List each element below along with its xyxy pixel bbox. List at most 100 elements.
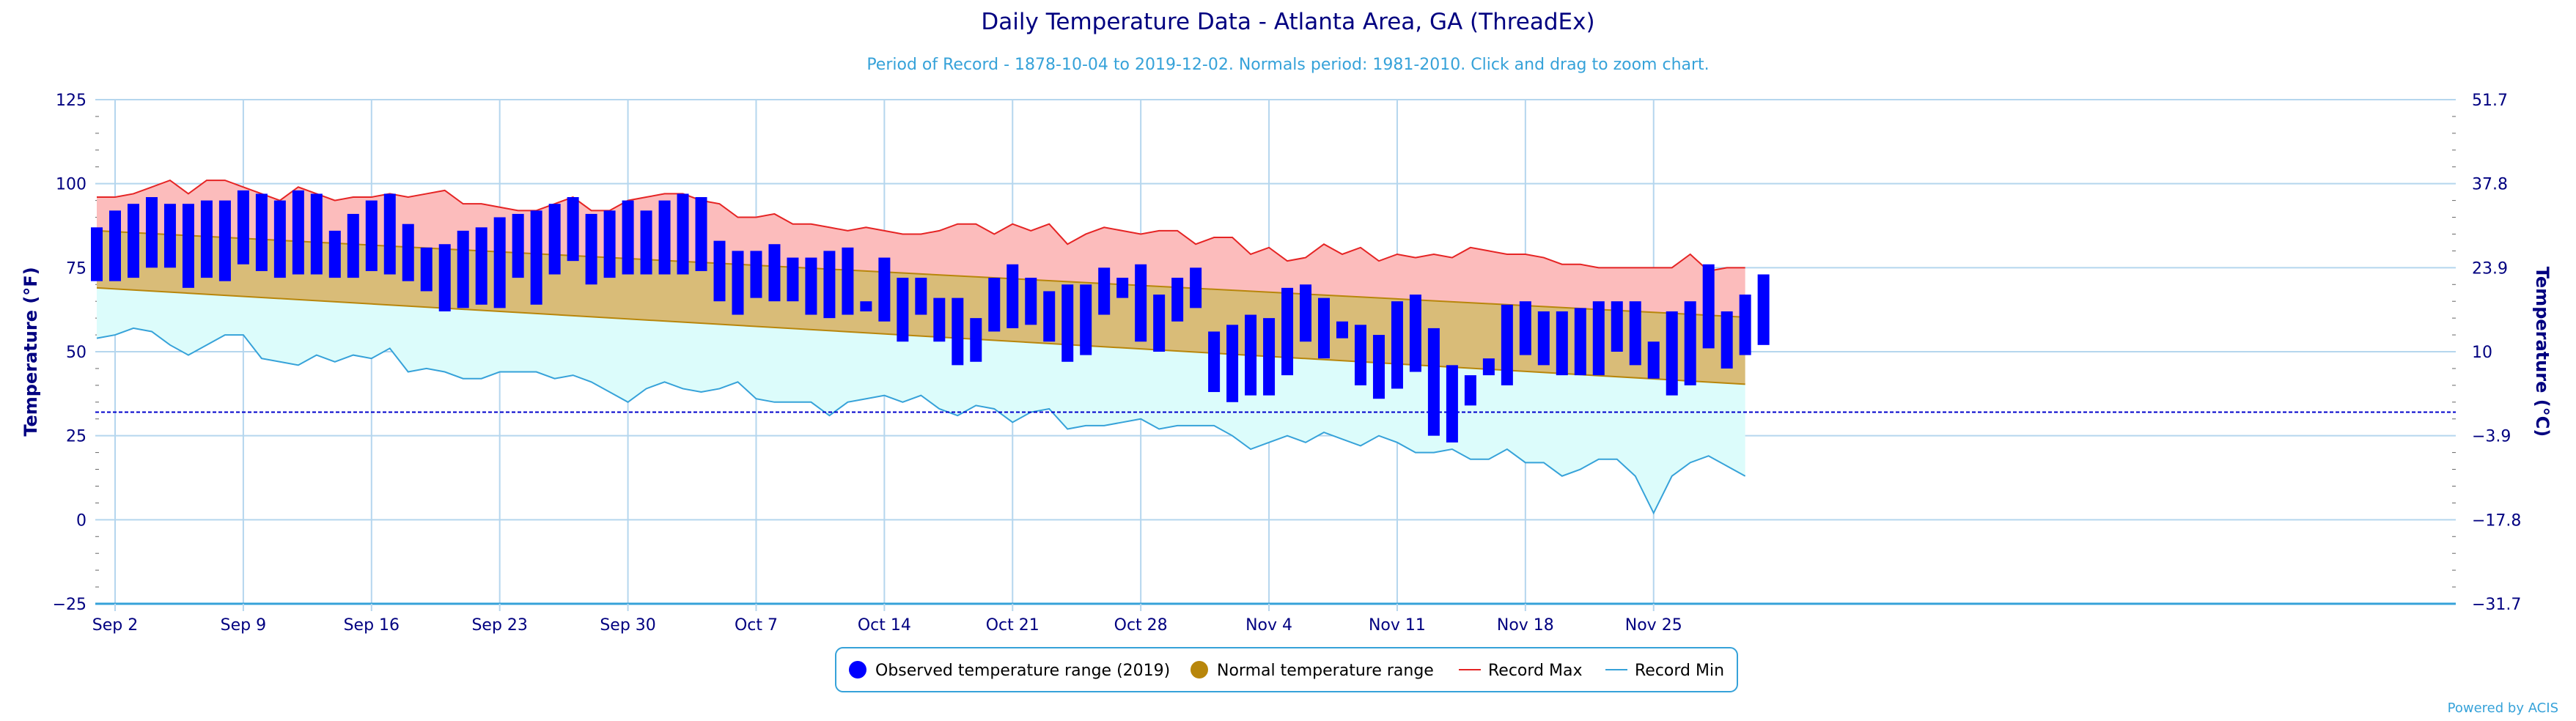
- observed-bar[interactable]: [933, 297, 946, 342]
- observed-bar[interactable]: [1190, 267, 1202, 308]
- observed-bar[interactable]: [567, 197, 579, 262]
- observed-bar[interactable]: [640, 210, 652, 275]
- observed-bar[interactable]: [1116, 278, 1129, 298]
- observed-bar[interactable]: [91, 227, 103, 281]
- observed-bar[interactable]: [109, 210, 121, 281]
- observed-bar[interactable]: [1739, 295, 1751, 355]
- observed-bar[interactable]: [732, 251, 744, 315]
- observed-bar[interactable]: [952, 297, 964, 366]
- observed-bar[interactable]: [1482, 358, 1495, 376]
- observed-bar[interactable]: [1061, 284, 1074, 362]
- record-min-line[interactable]: [96, 327, 1746, 515]
- observed-bar[interactable]: [1757, 274, 1770, 345]
- observed-bar[interactable]: [530, 210, 542, 305]
- observed-bar[interactable]: [273, 200, 286, 278]
- observed-bar[interactable]: [1427, 328, 1440, 436]
- credits-link[interactable]: Powered by ACIS: [2447, 700, 2558, 716]
- observed-bar[interactable]: [823, 251, 836, 319]
- observed-bar[interactable]: [897, 278, 909, 342]
- observed-bar[interactable]: [1135, 264, 1147, 342]
- observed-bar[interactable]: [475, 227, 487, 305]
- observed-bar[interactable]: [1409, 295, 1421, 372]
- observed-bar[interactable]: [1391, 301, 1403, 389]
- observed-bar[interactable]: [1245, 314, 1257, 396]
- observed-bar[interactable]: [383, 193, 396, 275]
- observed-bar[interactable]: [1684, 301, 1696, 385]
- observed-bar[interactable]: [1208, 331, 1221, 393]
- observed-bar[interactable]: [1263, 318, 1276, 396]
- observed-bar[interactable]: [1702, 264, 1715, 349]
- observed-bar[interactable]: [292, 190, 304, 275]
- observed-bar[interactable]: [347, 213, 359, 278]
- observed-bar[interactable]: [328, 230, 341, 278]
- observed-bar[interactable]: [1336, 321, 1348, 339]
- observed-bar[interactable]: [988, 278, 1001, 332]
- observed-bar[interactable]: [1537, 311, 1550, 366]
- observed-bar[interactable]: [1721, 311, 1733, 369]
- observed-bar[interactable]: [970, 318, 982, 362]
- observed-bar[interactable]: [1080, 284, 1092, 355]
- observed-bar[interactable]: [677, 193, 689, 275]
- observed-bar[interactable]: [1300, 284, 1312, 342]
- observed-bar[interactable]: [787, 257, 799, 302]
- observed-bar[interactable]: [1007, 264, 1019, 328]
- observed-bars[interactable]: [91, 190, 1770, 443]
- observed-bar[interactable]: [622, 200, 634, 275]
- observed-bar[interactable]: [237, 190, 249, 265]
- observed-bar[interactable]: [1611, 301, 1623, 352]
- observed-bar[interactable]: [1647, 341, 1660, 379]
- observed-bar[interactable]: [402, 223, 414, 281]
- observed-bar[interactable]: [1226, 325, 1239, 402]
- observed-bar[interactable]: [310, 193, 323, 275]
- observed-bar[interactable]: [1025, 278, 1037, 325]
- observed-bar[interactable]: [1372, 335, 1385, 399]
- observed-bar[interactable]: [548, 204, 561, 275]
- observed-bar[interactable]: [365, 200, 378, 271]
- observed-bar[interactable]: [182, 204, 194, 288]
- observed-bar[interactable]: [1666, 311, 1678, 396]
- observed-bar[interactable]: [512, 213, 524, 278]
- observed-bar[interactable]: [420, 247, 433, 292]
- observed-bar[interactable]: [750, 251, 762, 298]
- observed-bar[interactable]: [200, 200, 213, 278]
- observed-bar[interactable]: [1629, 301, 1641, 366]
- chart-subtitle[interactable]: Period of Record - 1878-10-04 to 2019-12…: [866, 56, 1710, 74]
- observed-bar[interactable]: [218, 200, 231, 281]
- record-max-line[interactable]: [97, 179, 1745, 272]
- observed-bar[interactable]: [878, 257, 891, 322]
- observed-bar[interactable]: [768, 244, 781, 302]
- observed-bar[interactable]: [1592, 301, 1605, 376]
- observed-bar[interactable]: [145, 197, 158, 268]
- observed-bar[interactable]: [1556, 311, 1568, 376]
- observed-bar[interactable]: [127, 204, 139, 278]
- observed-bar[interactable]: [1098, 267, 1111, 315]
- observed-bar[interactable]: [585, 213, 597, 285]
- observed-bar[interactable]: [1464, 375, 1476, 406]
- observed-bar[interactable]: [713, 240, 726, 302]
- observed-bar[interactable]: [860, 301, 872, 311]
- observed-bar[interactable]: [1501, 304, 1513, 385]
- legend[interactable]: Observed temperature range (2019) Normal …: [835, 647, 1738, 692]
- observed-bar[interactable]: [1153, 295, 1166, 352]
- observed-bar[interactable]: [915, 278, 927, 315]
- observed-bar[interactable]: [493, 217, 506, 308]
- observed-bar[interactable]: [457, 230, 469, 308]
- observed-bar[interactable]: [1171, 278, 1184, 322]
- x-tick-label: Nov 25: [1625, 616, 1682, 635]
- observed-bar[interactable]: [1446, 365, 1458, 443]
- observed-bar[interactable]: [658, 200, 671, 275]
- observed-bar[interactable]: [255, 193, 268, 271]
- observed-bar[interactable]: [163, 204, 176, 268]
- observed-bar[interactable]: [1519, 301, 1531, 355]
- observed-bar[interactable]: [1043, 291, 1056, 342]
- observed-bar[interactable]: [1318, 297, 1331, 359]
- observed-bar[interactable]: [1574, 308, 1586, 376]
- observed-bar[interactable]: [438, 244, 451, 311]
- observed-bar[interactable]: [842, 247, 854, 315]
- observed-bar[interactable]: [695, 197, 707, 271]
- observed-bar[interactable]: [1354, 325, 1366, 385]
- observed-bar[interactable]: [1281, 287, 1294, 376]
- observed-bar[interactable]: [805, 257, 817, 315]
- observed-bar[interactable]: [603, 210, 616, 278]
